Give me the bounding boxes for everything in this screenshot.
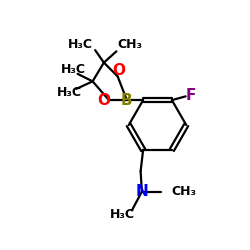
Text: CH₃: CH₃ [172, 185, 197, 198]
Text: H₃C: H₃C [60, 63, 86, 76]
Text: CH₃: CH₃ [118, 38, 142, 51]
Text: N: N [136, 184, 148, 199]
Text: F: F [186, 88, 196, 103]
Text: H₃C: H₃C [110, 208, 135, 222]
Text: H₃C: H₃C [68, 38, 92, 51]
Text: B: B [121, 92, 133, 108]
Text: H₃C: H₃C [56, 86, 82, 99]
Text: O: O [112, 63, 125, 78]
Text: O: O [97, 92, 110, 108]
